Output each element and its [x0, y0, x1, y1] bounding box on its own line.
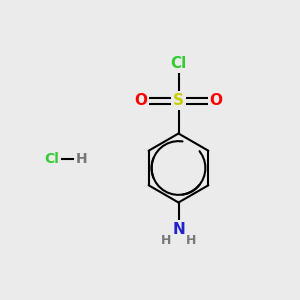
- Text: N: N: [172, 222, 185, 237]
- Text: Cl: Cl: [44, 152, 59, 166]
- Text: S: S: [173, 93, 184, 108]
- Text: H: H: [76, 152, 87, 166]
- Text: O: O: [134, 93, 148, 108]
- Text: H: H: [186, 233, 197, 247]
- Text: H: H: [160, 233, 171, 247]
- Text: Cl: Cl: [170, 56, 187, 70]
- Text: O: O: [209, 93, 223, 108]
